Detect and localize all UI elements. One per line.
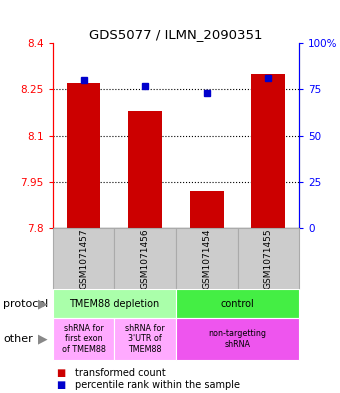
Text: percentile rank within the sample: percentile rank within the sample bbox=[75, 380, 240, 390]
Text: ▶: ▶ bbox=[38, 332, 47, 345]
Bar bbox=[53, 228, 114, 289]
Bar bbox=[53, 318, 114, 360]
Text: GSM1071454: GSM1071454 bbox=[202, 228, 211, 288]
Text: GSM1071457: GSM1071457 bbox=[79, 228, 88, 289]
Bar bbox=[252, 74, 285, 228]
Text: shRNA for
3'UTR of
TMEM88: shRNA for 3'UTR of TMEM88 bbox=[125, 324, 165, 354]
Text: transformed count: transformed count bbox=[75, 368, 166, 378]
Title: GDS5077 / ILMN_2090351: GDS5077 / ILMN_2090351 bbox=[89, 28, 263, 40]
Text: protocol: protocol bbox=[3, 299, 49, 309]
Text: control: control bbox=[221, 299, 254, 309]
Bar bbox=[190, 191, 224, 228]
Bar bbox=[176, 228, 238, 289]
Text: shRNA for
first exon
of TMEM88: shRNA for first exon of TMEM88 bbox=[62, 324, 105, 354]
Bar bbox=[114, 318, 176, 360]
Text: ▶: ▶ bbox=[38, 297, 47, 310]
Bar bbox=[176, 289, 299, 318]
Text: GSM1071456: GSM1071456 bbox=[141, 228, 150, 289]
Bar bbox=[176, 318, 299, 360]
Text: other: other bbox=[3, 334, 33, 344]
Text: ■: ■ bbox=[56, 368, 65, 378]
Bar bbox=[53, 289, 176, 318]
Bar bbox=[67, 83, 100, 228]
Bar bbox=[128, 111, 162, 228]
Bar bbox=[238, 228, 299, 289]
Text: ■: ■ bbox=[56, 380, 65, 390]
Text: TMEM88 depletion: TMEM88 depletion bbox=[69, 299, 159, 309]
Text: non-targetting
shRNA: non-targetting shRNA bbox=[208, 329, 267, 349]
Text: GSM1071455: GSM1071455 bbox=[264, 228, 273, 289]
Bar bbox=[114, 228, 176, 289]
